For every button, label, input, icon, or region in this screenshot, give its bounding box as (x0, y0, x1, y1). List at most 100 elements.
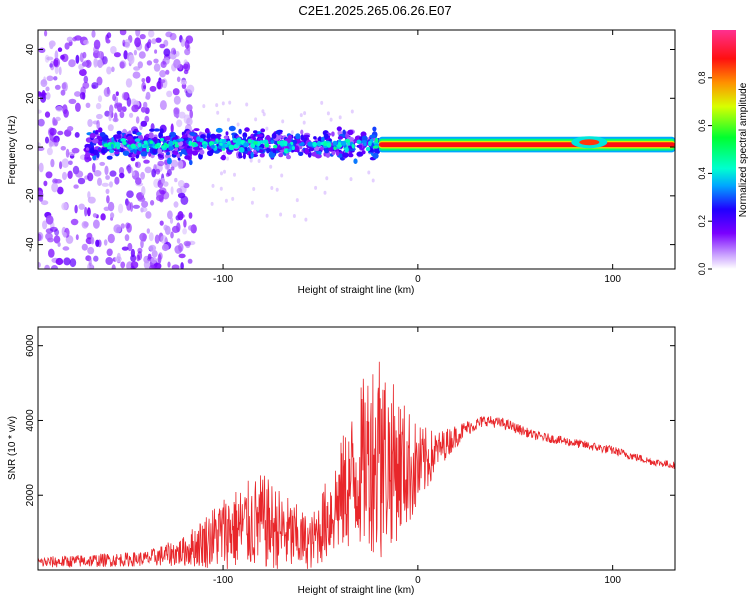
spectrogram-cell (79, 92, 86, 100)
spectrogram-cell (106, 155, 113, 160)
spectrogram-cell (313, 136, 317, 140)
spectrogram-cell (254, 117, 258, 122)
spectrogram-cell (176, 187, 183, 194)
spectrogram-cell (75, 170, 84, 178)
spectrogram-cell (273, 144, 278, 149)
spectrogram-cell (279, 212, 283, 217)
spectrogram-cell (150, 200, 155, 206)
colorbar-tick-label: 0.2 (697, 215, 707, 228)
spectrogram-cell (223, 151, 226, 156)
spectrogram-cell (579, 139, 600, 146)
spectrogram-cell (54, 84, 61, 90)
spectrogram-cell (151, 38, 157, 45)
snr-y-tick-label: 2000 (25, 484, 36, 507)
spectrogram-cell (188, 225, 194, 231)
snr-y-tick-label: 4000 (25, 409, 36, 432)
spectrogram-cell (340, 140, 347, 146)
spectrogram-cell (329, 117, 333, 122)
spectrogram-cell (219, 186, 223, 191)
spectrogram-cell (173, 95, 181, 105)
spectrogram-cell (131, 171, 136, 177)
spectrogram-cell (275, 187, 279, 192)
spectrogram-cell (115, 102, 123, 108)
spectrogram-cell (135, 30, 141, 37)
spectrogram-cell (372, 126, 377, 132)
spectrogram-cell (154, 234, 160, 244)
spectrogram-cell (349, 177, 353, 182)
spectrogram-cell (92, 162, 96, 173)
spectrogram-cell (168, 145, 175, 151)
spectrogram-cell (168, 141, 174, 147)
spectrogram-cell (215, 127, 223, 133)
spectrogram-cell (144, 166, 152, 174)
spectrogram-cell (229, 144, 234, 150)
spectrogram-cell (159, 220, 164, 226)
spectrogram-cell (311, 152, 317, 157)
spectrogram-y-label: Frequency (Hz) (7, 116, 18, 185)
spectrogram-cell (109, 170, 117, 177)
spectrogram-cell (151, 250, 158, 258)
spectrogram-cell (361, 135, 368, 142)
spectrogram-cell (148, 143, 153, 147)
spectrogram-cell (191, 133, 197, 137)
spectrogram-cell (70, 218, 79, 226)
spectrogram-cell (268, 151, 276, 159)
colorbar-label: Normalized spectral amplitude (738, 82, 749, 217)
spectrogram-cell (132, 71, 141, 79)
spectrogram-cell (160, 235, 168, 244)
colorbar-tick-label: 0.6 (697, 119, 707, 132)
spectrogram-cell (109, 149, 115, 154)
spectrogram-cell (63, 257, 71, 266)
spectrogram-cell (97, 177, 102, 186)
spectrogram-panel: -100 0 100 -40 -20 0 20 40 Height of straight l… (7, 29, 676, 296)
spectrogram-cell (147, 253, 152, 260)
spectrogram-cell (97, 50, 104, 59)
spectrogram-cell (186, 84, 195, 94)
spectrogram-cell (140, 171, 146, 180)
spectrogram-cell (178, 243, 184, 252)
spectrogram-cell (286, 154, 291, 160)
spectrogram-cell (356, 151, 364, 157)
spectrogram-cell (110, 46, 117, 54)
spectrogram-cell (178, 138, 184, 142)
spectrogram-cell (106, 248, 113, 257)
spectrogram-cell (45, 92, 51, 100)
spectrogram-cell (157, 148, 163, 154)
spectrogram-cell (60, 54, 65, 60)
spectrogram-cell (215, 103, 219, 108)
spectrogram-cell (81, 243, 88, 251)
spectrogram-cell (119, 30, 127, 36)
spectrogram-cell (120, 261, 126, 269)
spectrogram-cell (199, 149, 205, 155)
spectrogram-cell (148, 30, 155, 38)
snr-x-tick-label: 100 (604, 575, 621, 586)
spectrogram-cell (256, 146, 260, 151)
spectrogram-cell (139, 34, 146, 40)
spectrogram-cell (176, 76, 181, 83)
spectrogram-cell (361, 150, 366, 155)
spectrogram-cell (113, 52, 121, 58)
spectrogram-cell (128, 54, 135, 65)
spectrogram-cell (290, 130, 294, 135)
spectrogram-cell (99, 132, 106, 137)
spectrogram-cell (95, 239, 100, 247)
spectrogram-cell (67, 126, 74, 132)
spectrogram-cell (211, 183, 215, 188)
spectrogram-cell (333, 146, 337, 151)
spectrogram-x-tick-label: -100 (213, 274, 233, 285)
spectrogram-cell (155, 37, 162, 43)
spectrogram-cell (40, 200, 49, 206)
spectrogram-cell (202, 104, 206, 109)
spectrogram-cell (137, 61, 143, 69)
spectrogram-cell (292, 214, 296, 218)
spectrogram-cell (94, 131, 99, 135)
spectrogram-cell (71, 147, 80, 154)
spectrogram-cell (145, 211, 152, 219)
colorbar-tick-label: 0.8 (697, 72, 707, 85)
spectrogram-cell (106, 195, 110, 204)
snr-axes: -100 0 100 2000 4000 6000 (25, 327, 675, 586)
spectrogram-cell (141, 200, 149, 208)
spectrogram-cell (178, 253, 186, 259)
spectrogram-cell (249, 158, 253, 163)
spectrogram-cell (371, 178, 375, 183)
